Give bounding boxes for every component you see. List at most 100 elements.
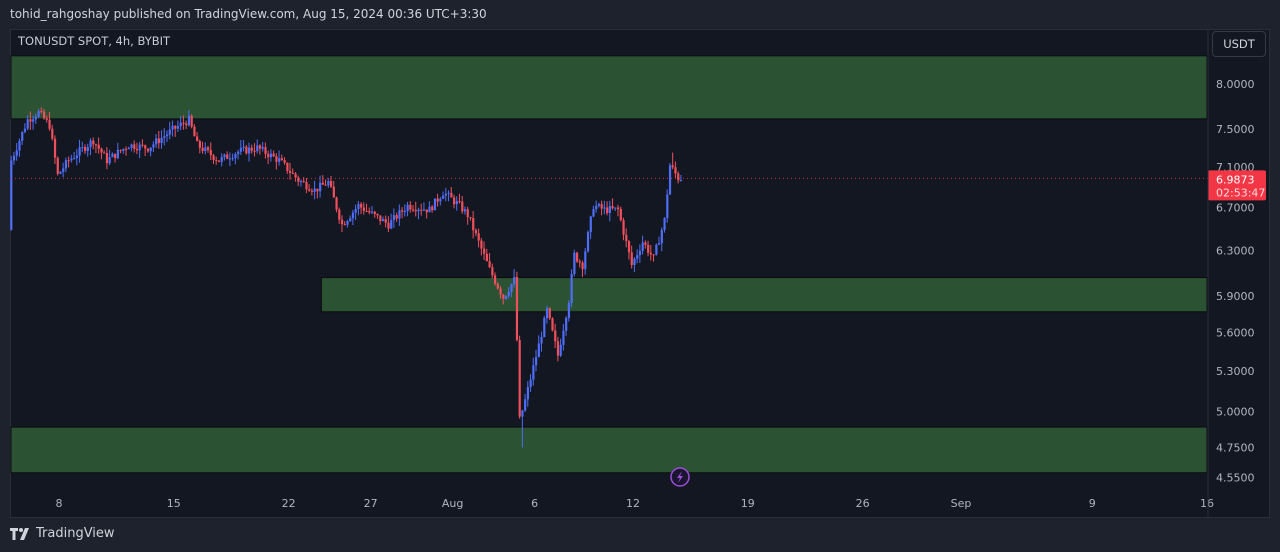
candle-body — [392, 215, 396, 221]
candle-body — [360, 204, 363, 208]
candle-body — [507, 292, 510, 296]
candle-body — [357, 204, 360, 210]
demand-supply-zone — [10, 426, 1208, 474]
candle-body — [362, 207, 365, 212]
candle-body — [141, 144, 144, 146]
last-price-tag — [1208, 170, 1266, 201]
candle-body — [379, 215, 382, 222]
lightning-event-icon[interactable] — [670, 467, 690, 487]
time-axis-tick: 15 — [167, 497, 181, 510]
candle-body — [494, 275, 497, 284]
candle-body — [73, 158, 76, 160]
candle-body — [499, 288, 502, 295]
candle-body — [573, 252, 576, 275]
candle-body — [23, 128, 27, 132]
candle-body — [518, 340, 521, 417]
candle-body — [258, 145, 262, 149]
candle-body — [450, 192, 453, 198]
candle-body — [592, 209, 595, 217]
candle-body — [198, 141, 201, 148]
time-axis-tick: 8 — [56, 497, 63, 510]
candle-body — [43, 111, 46, 119]
time-axis-tick: 22 — [282, 497, 296, 510]
candle-body — [603, 207, 606, 209]
candle-body — [32, 119, 35, 122]
candle-body — [187, 115, 191, 126]
candle-body — [576, 252, 579, 262]
candle-body — [652, 254, 655, 256]
candle-body — [119, 149, 122, 151]
candle-body — [324, 184, 327, 186]
candle-body — [45, 118, 48, 120]
candle-body — [668, 165, 672, 195]
candle-body — [237, 151, 240, 155]
candle-body — [234, 154, 237, 159]
candle-body — [179, 122, 182, 127]
candle-body — [10, 160, 13, 230]
candle-body — [239, 147, 242, 152]
candle-body — [103, 152, 106, 154]
candle-body — [108, 157, 111, 164]
candle-body — [29, 119, 32, 122]
candle-body — [526, 387, 529, 400]
candle-body — [26, 119, 29, 129]
candle-body — [160, 137, 163, 144]
candle-body — [354, 209, 357, 213]
candle-body — [472, 217, 475, 231]
currency-button[interactable]: USDT — [1212, 31, 1266, 57]
candle-body — [264, 147, 267, 154]
candle-body — [226, 154, 229, 159]
price-axis-tick: 4.7500 — [1216, 441, 1255, 454]
candle-body — [365, 211, 368, 213]
candle-body — [313, 188, 316, 192]
candle-body — [436, 198, 439, 202]
candle-body — [521, 410, 524, 417]
candle-body — [51, 128, 54, 139]
candle-body — [231, 158, 234, 160]
candle-body — [100, 148, 103, 153]
candle-body — [70, 158, 73, 161]
candle-body — [453, 197, 456, 205]
candle-body — [201, 147, 204, 152]
candle-body — [18, 140, 21, 151]
candle-body — [376, 213, 379, 216]
candle-body — [368, 211, 371, 213]
candle-body — [409, 204, 412, 210]
price-axis-tick: 6.7000 — [1216, 202, 1255, 215]
candle-body — [403, 210, 406, 212]
candle-body — [217, 160, 221, 162]
candle-body — [351, 212, 355, 219]
candle-body — [565, 317, 568, 331]
tradingview-footer[interactable]: TradingView — [10, 526, 115, 541]
last-price-countdown: 02:53:47 — [1216, 186, 1265, 199]
candle-body — [185, 123, 188, 126]
candle-body — [406, 204, 409, 211]
candle-body — [474, 230, 478, 234]
time-axis-tick: 6 — [531, 497, 538, 510]
candle-body — [679, 180, 683, 182]
candle-body — [127, 148, 130, 150]
candle-body — [152, 144, 155, 148]
candle-body — [647, 244, 650, 253]
candle-body — [12, 155, 16, 161]
candle-body — [166, 134, 169, 137]
candle-body — [182, 122, 185, 124]
candle-body — [614, 207, 617, 209]
candle-body — [595, 205, 598, 210]
time-axis-tick: 12 — [626, 497, 640, 510]
candle-body — [398, 210, 401, 219]
candle-body — [606, 207, 609, 214]
candle-body — [286, 162, 289, 171]
candle-body — [608, 206, 611, 214]
candle-body — [504, 295, 508, 299]
candle-body — [649, 252, 652, 255]
symbol-label[interactable]: TONUSDT SPOT, 4h, BYBIT — [18, 34, 171, 48]
candle-body — [209, 149, 212, 156]
candle-body — [586, 232, 590, 252]
candle-body — [116, 149, 119, 159]
candle-body — [570, 274, 573, 303]
candle-body — [431, 206, 434, 211]
candle-body — [567, 302, 570, 318]
candle-body — [316, 188, 319, 192]
